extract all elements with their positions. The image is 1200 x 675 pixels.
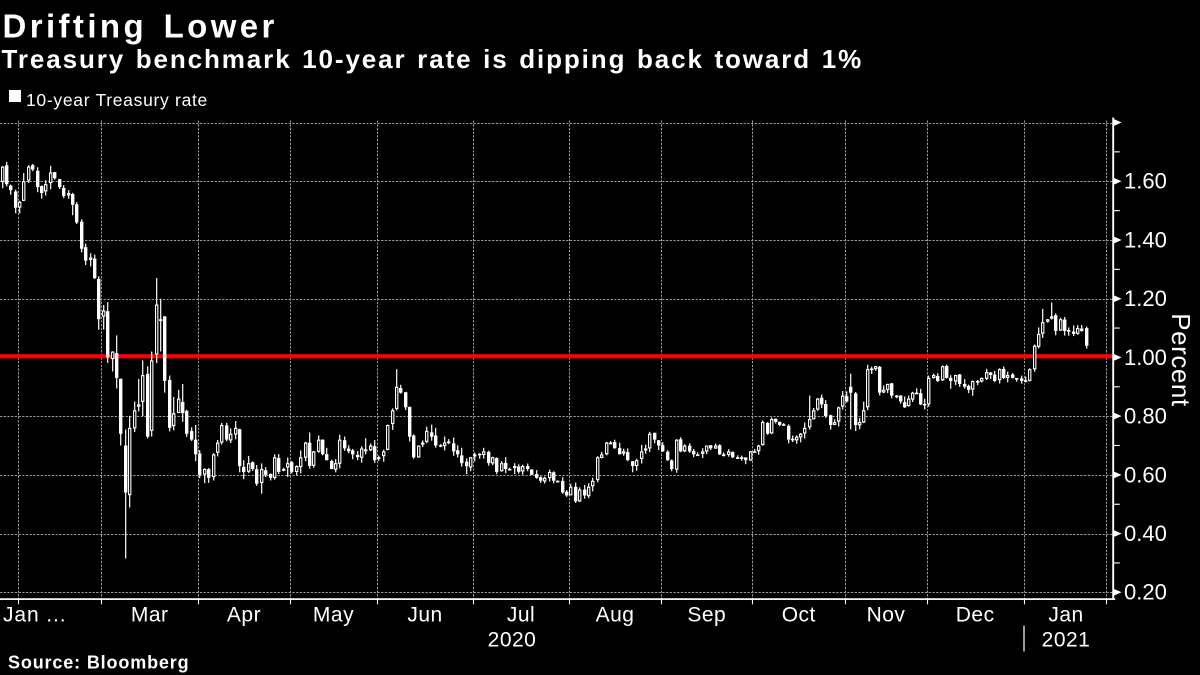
svg-text:Aug: Aug bbox=[596, 604, 635, 627]
svg-text:Oct: Oct bbox=[782, 604, 816, 627]
svg-text:Nov: Nov bbox=[867, 604, 906, 627]
svg-text:0.60: 0.60 bbox=[1124, 462, 1167, 487]
svg-text:Mar: Mar bbox=[131, 604, 169, 627]
svg-text:10-year Treasury rate: 10-year Treasury rate bbox=[26, 90, 208, 110]
svg-text:1.00: 1.00 bbox=[1124, 345, 1167, 370]
svg-text:Treasury benchmark 10-year rat: Treasury benchmark 10-year rate is dippi… bbox=[2, 44, 864, 74]
svg-text:0.80: 0.80 bbox=[1124, 404, 1167, 429]
svg-text:May: May bbox=[313, 604, 354, 627]
svg-text:1.40: 1.40 bbox=[1124, 227, 1167, 252]
svg-text:2021: 2021 bbox=[1042, 628, 1091, 651]
svg-text:Percent: Percent bbox=[1166, 313, 1196, 407]
svg-text:1.20: 1.20 bbox=[1124, 286, 1167, 311]
svg-text:Dec: Dec bbox=[956, 604, 995, 627]
svg-text:Jul: Jul bbox=[507, 604, 535, 627]
svg-text:2020: 2020 bbox=[488, 628, 537, 651]
svg-text:Jan ...: Jan ... bbox=[3, 604, 67, 627]
svg-text:Jun: Jun bbox=[407, 604, 442, 627]
svg-text:Drifting Lower: Drifting Lower bbox=[3, 7, 278, 44]
svg-text:1.60: 1.60 bbox=[1124, 169, 1167, 194]
svg-text:Jan: Jan bbox=[1048, 604, 1083, 627]
svg-text:0.40: 0.40 bbox=[1124, 521, 1167, 546]
svg-text:Sep: Sep bbox=[687, 604, 726, 627]
svg-text:Apr: Apr bbox=[227, 604, 261, 627]
svg-text:0.20: 0.20 bbox=[1124, 580, 1167, 605]
svg-text:Source: Bloomberg: Source: Bloomberg bbox=[8, 653, 189, 673]
